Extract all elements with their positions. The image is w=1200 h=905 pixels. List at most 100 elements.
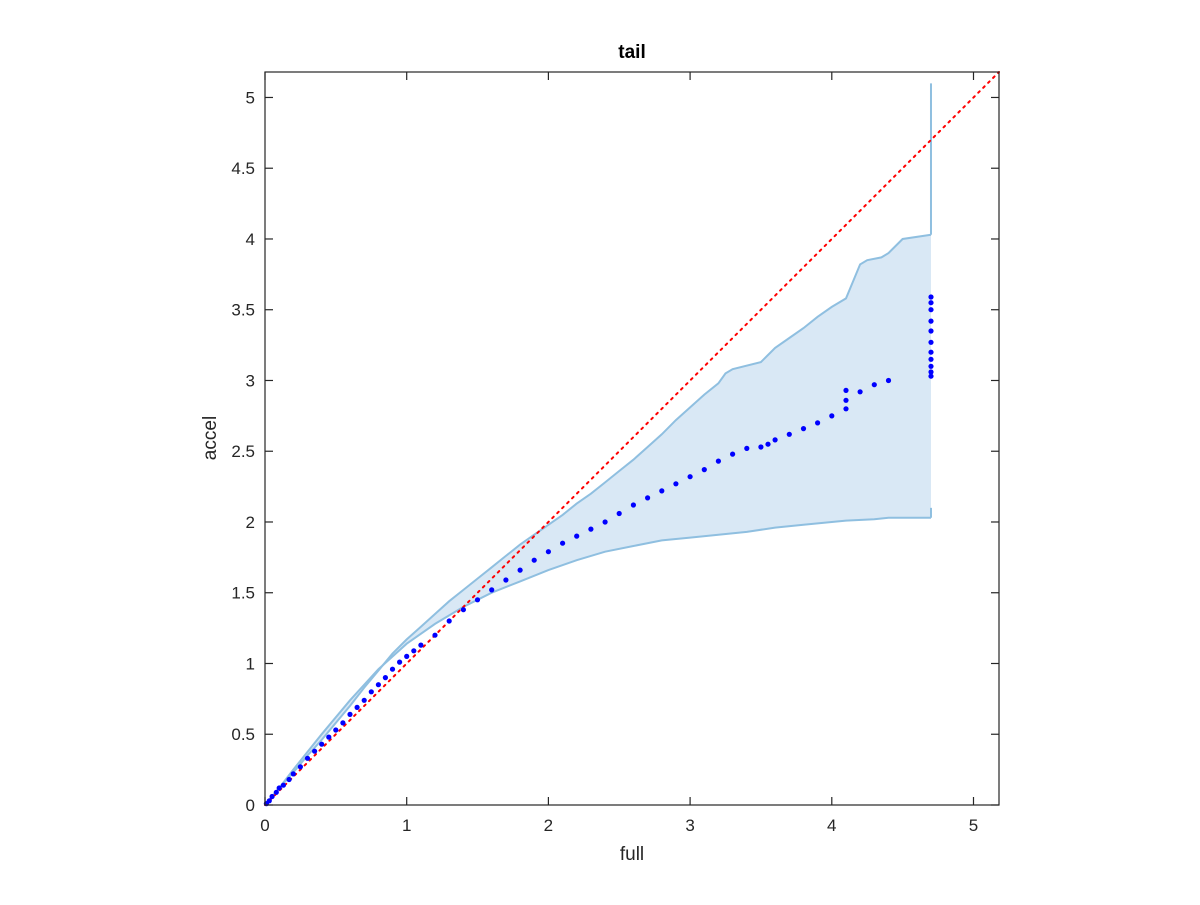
data-point [517,567,523,573]
plot-frame [264,71,1000,806]
band-lower-edge [264,516,931,806]
data-point [418,642,424,648]
data-point [312,748,318,754]
data-point [560,540,566,546]
band-fill [265,234,931,805]
data-point [843,406,849,412]
data-point [928,373,934,379]
data-point [928,363,934,369]
data-point [319,741,325,747]
data-point [545,549,552,555]
data-point [857,389,863,395]
data-point [354,704,360,711]
data-point [411,648,417,654]
data-point [772,437,778,443]
y-tick-label: 2 [246,513,255,532]
data-point [266,798,272,804]
data-point [645,495,651,501]
data-point [460,607,466,613]
y-tick-label: 0 [246,796,255,815]
data-point [829,413,835,419]
y-tick-label: 3.5 [231,301,255,320]
data-point [290,771,296,777]
data-point [269,793,275,800]
data-point [333,727,339,733]
data-point [368,689,374,695]
y-axis-ticks: 0 0.5 1 1.5 2 2.5 3 3.5 4 4.5 5 [231,88,999,815]
data-point [340,720,346,726]
data-point [474,597,481,603]
y-tick-label: 4 [246,230,255,249]
data-points [263,294,934,807]
x-axis-ticks: 0 1 2 3 4 5 [260,72,978,835]
data-point [397,659,403,665]
data-point [701,467,707,473]
data-point [758,444,764,450]
data-point [588,526,594,532]
data-point [297,764,303,770]
data-point [304,755,311,761]
data-point [286,776,292,783]
data-point [928,349,934,355]
data-point [616,510,622,517]
data-point [276,785,282,791]
data-point [361,697,367,703]
data-point [273,789,279,795]
identity-line [264,71,1000,806]
data-point [382,675,388,681]
data-point [375,682,381,688]
data-point [843,397,849,403]
data-point [786,431,792,437]
data-point [928,328,934,334]
data-point [404,653,410,660]
y-tick-label: 4.5 [231,159,255,178]
data-point [280,782,286,788]
data-point [432,632,438,638]
data-point [687,474,693,480]
data-point [928,300,934,306]
data-point [765,441,771,447]
axes-box [264,71,1000,806]
data-point [489,587,495,593]
data-point [446,618,452,624]
chart-title: tail [618,42,645,63]
data-point [928,369,934,375]
data-point [800,426,807,432]
y-tick-label: 5 [246,88,255,107]
data-point [928,356,934,362]
x-tick-label: 4 [827,816,836,835]
reference-line [264,71,1000,806]
x-axis-label: full [620,844,644,865]
data-point [928,318,934,324]
data-point [503,577,509,583]
data-point [885,377,892,384]
y-axis-label: accel [200,416,221,460]
data-point [928,339,934,345]
x-tick-label: 0 [260,816,269,835]
data-point [326,734,332,740]
x-tick-label: 3 [685,816,694,835]
y-tick-label: 3 [246,371,255,390]
x-tick-label: 1 [402,816,411,835]
y-tick-label: 0.5 [231,725,255,744]
data-point [715,458,722,464]
data-point [602,519,608,525]
data-point [730,451,736,457]
data-point [744,445,750,451]
data-point [531,557,537,563]
data-point [347,711,353,718]
x-tick-label: 5 [969,816,978,835]
data-point [928,307,934,313]
data-point [871,382,877,388]
data-point [815,420,821,426]
data-point [659,488,665,494]
y-tick-label: 1.5 [231,584,255,603]
data-point [389,666,396,672]
x-tick-label: 2 [544,816,553,835]
confidence-band [264,83,932,806]
y-tick-label: 2.5 [231,442,255,461]
data-point [574,533,580,539]
data-point [843,387,849,393]
